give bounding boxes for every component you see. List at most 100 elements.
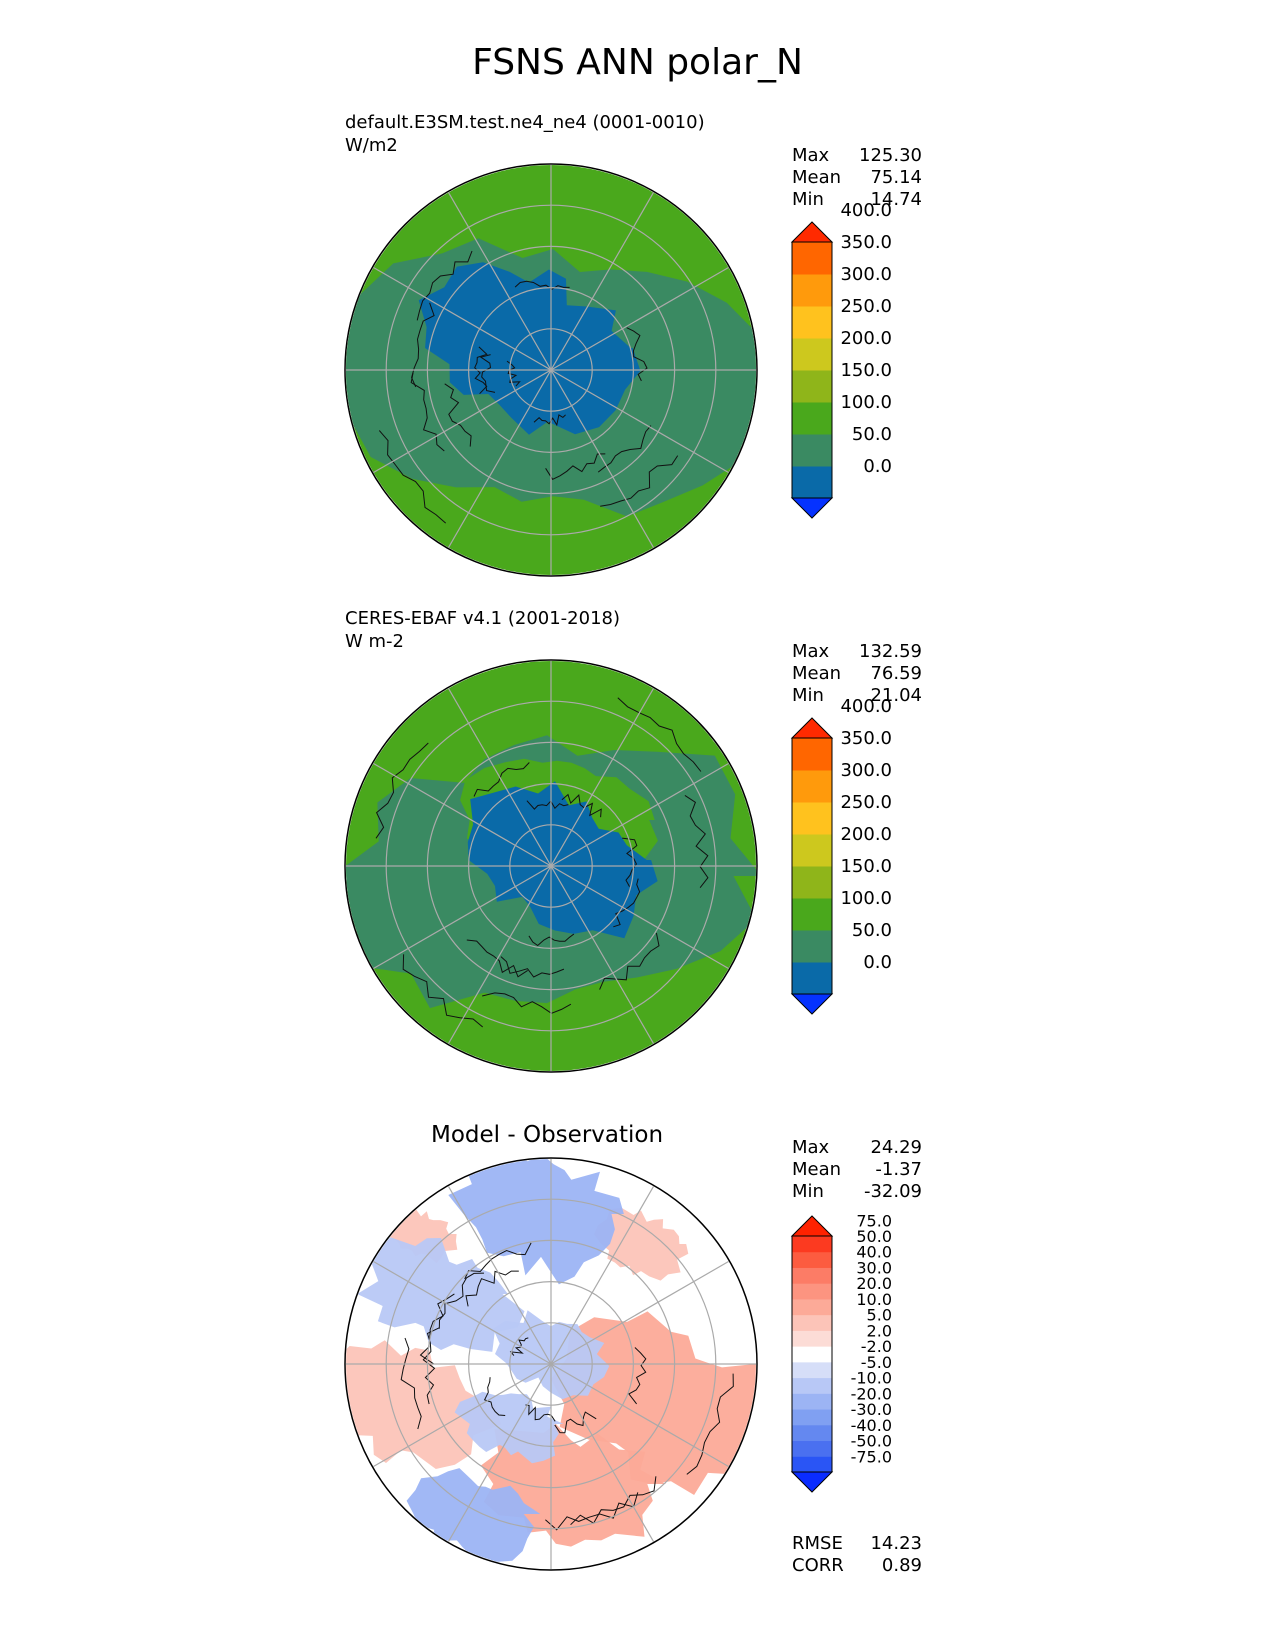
field-anomaly-patch: [357, 1237, 525, 1352]
colorbar-segment: [792, 370, 832, 403]
coastline-segment: [402, 954, 484, 1028]
stat-label: Mean: [792, 167, 842, 188]
stat-min-value: 14.74: [870, 189, 922, 210]
colorbar-segment: [792, 1361, 832, 1379]
field-anomaly-patch: [594, 1207, 689, 1281]
coastline-segment: [554, 1411, 597, 1434]
colorbar-tick-label: 200.0: [840, 824, 892, 845]
panel-test-title: default.E3SM.test.ne4_ne4 (0001-0010): [345, 112, 705, 133]
colorbar-tick-labels: 400.0 350.0 300.0 250.0 200.0 150.0 100.0 50.0 0…: [840, 200, 892, 477]
coastline-segment: [600, 455, 679, 507]
graticule: [346, 661, 756, 1071]
stat-min-value: -32.09: [863, 1181, 922, 1202]
colorbar-tick-label: 100.0: [840, 888, 892, 909]
colorbar-segment: [792, 1393, 832, 1410]
panel-diff-footer-stats: RMSE 14.23 CORR 0.89: [792, 1533, 922, 1577]
map-field-panel-1: [346, 165, 756, 575]
colorbar-tick-label: 350.0: [840, 728, 892, 749]
colorbar-tick-label: 0.0: [863, 456, 892, 477]
coastline-segment: [416, 250, 473, 321]
colorbar-segment: [792, 962, 832, 995]
coastline-segment: [500, 956, 565, 978]
map-field-panel-2: [346, 661, 756, 1071]
colorbar-segment: [792, 1251, 832, 1268]
colorbar-tick-label: 350.0: [840, 232, 892, 253]
colorbar-tick-labels: 75.050.040.030.020.010.05.02.0-2.0-5.0-1…: [851, 1211, 892, 1466]
stat-rmse-value: 14.23: [870, 1533, 922, 1554]
colorbar-panel-1: 400.0 350.0 300.0 250.0 200.0 150.0 100.0 50.0 0…: [790, 200, 892, 519]
coastline-segment: [514, 280, 570, 290]
colorbar-segment: [792, 1440, 832, 1457]
stat-max-value: 125.30: [859, 145, 922, 166]
colorbar-segment: [792, 274, 832, 307]
panel-diff-stats: Max 24.29 Mean -1.37 Min -32.09: [792, 1137, 922, 1203]
colorbar-panel-3: 75.050.040.030.020.010.05.02.0-2.0-5.0-1…: [790, 1211, 892, 1493]
field-band-50: [418, 262, 641, 435]
map-boundary: [344, 163, 758, 577]
panel-ref-stats: Max 132.59 Mean 76.59 Min 21.04: [792, 641, 922, 707]
colorbar-segment: [792, 770, 832, 803]
coastlines: [378, 250, 679, 524]
stat-label: Max: [792, 641, 830, 662]
colorbar-segment: [792, 434, 832, 467]
colorbar-tick-label: 50.0: [852, 920, 892, 941]
colorbar-segment: [792, 1236, 832, 1253]
colorbar-extend-max: [790, 1215, 834, 1237]
colorbar-tick-label: 50.0: [852, 424, 892, 445]
coastline-segment: [482, 992, 572, 1014]
colorbar-segment: [792, 1298, 832, 1316]
colorbar-tick-label: -2.0: [861, 1337, 892, 1356]
colorbar-tick-label: 20.0: [856, 1274, 892, 1293]
coastline-segment: [444, 383, 472, 447]
colorbar-tick-label: -40.0: [851, 1416, 892, 1435]
coastline-segment: [465, 1270, 519, 1307]
coastline-segment: [375, 742, 429, 839]
colorbar-tick-label: 400.0: [840, 696, 892, 717]
colorbar-tick-label: 150.0: [840, 360, 892, 381]
coastline-segment: [597, 425, 652, 473]
coastline-segment: [525, 1404, 556, 1422]
coastline-segment: [622, 837, 638, 887]
colorbar-frame: [791, 737, 833, 995]
coastline-segment: [599, 932, 660, 990]
colorbar-tick-label: 50.0: [856, 1227, 892, 1246]
coastline-segment: [526, 800, 569, 810]
colorbar-tick-label: 75.0: [856, 1211, 892, 1230]
coastline-segment: [378, 430, 447, 524]
coastline-segment: [626, 327, 648, 382]
panel-diff-title: Model - Observation: [431, 1122, 664, 1148]
colorbar-tick-label: -75.0: [851, 1447, 892, 1466]
colorbar-segment: [792, 306, 832, 339]
colorbar-extend-min: [790, 497, 834, 519]
graticule: [346, 165, 756, 575]
colorbar-tick-label: 0.0: [863, 952, 892, 973]
stat-label: CORR: [792, 1555, 844, 1576]
coastline-segment: [400, 1337, 422, 1430]
colorbar-tick-label: -5.0: [861, 1353, 892, 1372]
stat-mean-value: -1.37: [875, 1159, 922, 1180]
colorbar-extend-max: [790, 221, 834, 243]
colorbar-tick-label: -20.0: [851, 1384, 892, 1403]
colorbar-segment: [792, 242, 832, 275]
stat-label: Min: [792, 685, 824, 706]
colorbar-segment: [792, 1314, 832, 1331]
colorbar-tick-label: 10.0: [856, 1290, 892, 1309]
colorbar-tick-label: 250.0: [840, 792, 892, 813]
colorbar-segment: [792, 1409, 832, 1426]
coastline-segment: [528, 933, 575, 947]
colorbar-tick-label: -10.0: [851, 1369, 892, 1388]
colorbar-tick-label: 300.0: [840, 264, 892, 285]
colorbar-extend-max: [790, 717, 834, 739]
coastline-segment: [466, 939, 528, 978]
colorbar-extend-min: [790, 993, 834, 1015]
colorbar-segment: [792, 898, 832, 931]
stat-max-value: 24.29: [870, 1137, 922, 1158]
colorbar-segment: [792, 1377, 832, 1394]
meridian-line: [447, 1185, 655, 1543]
field-anomaly-patch: [448, 1159, 624, 1285]
colorbar-tick-label: 200.0: [840, 328, 892, 349]
colorbar-segment: [792, 1330, 832, 1347]
stat-min-value: 21.04: [870, 685, 922, 706]
stat-label: Mean: [792, 663, 842, 684]
